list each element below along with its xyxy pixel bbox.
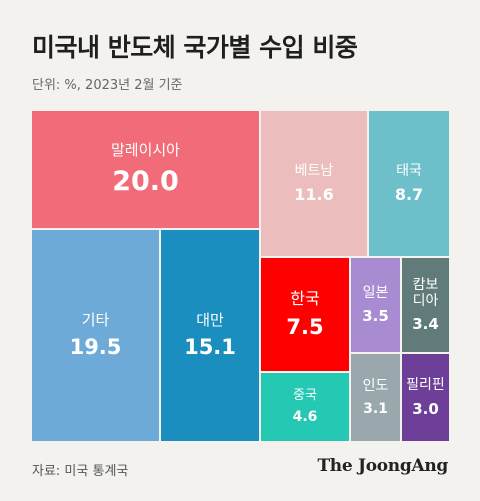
treemap-tile: 캄보 디아 3.4 bbox=[402, 258, 451, 354]
tile-label: 대만 bbox=[196, 310, 224, 329]
treemap-tile: 중국 4.6 bbox=[261, 373, 351, 443]
treemap-tile: 한국 7.5 bbox=[261, 258, 351, 373]
tile-value: 4.6 bbox=[292, 409, 318, 426]
tile-label: 일본 bbox=[362, 284, 389, 301]
tile-label: 중국 bbox=[293, 387, 317, 403]
tile-label: 베트남 bbox=[294, 162, 334, 179]
chart-title: 미국내 반도체 국가별 수입 비중 bbox=[32, 33, 358, 62]
treemap-tile: 인도 3.1 bbox=[351, 354, 402, 443]
tile-value: 3.5 bbox=[362, 307, 389, 326]
treemap-tile: 말레이시아 20.0 bbox=[32, 111, 261, 230]
tile-value: 8.7 bbox=[394, 185, 424, 205]
treemap-tile: 베트남 11.6 bbox=[261, 111, 369, 258]
treemap-tile: 일본 3.5 bbox=[351, 258, 402, 354]
tile-label: 태국 bbox=[396, 162, 422, 179]
tile-value: 7.5 bbox=[286, 314, 324, 339]
brand-logo: The JoongAng bbox=[317, 456, 448, 476]
treemap-chart: 말레이시아 20.0 기타 19.5 대만 15.1 베트남 11.6 태국 8.7 한국 7.5 중국… bbox=[32, 111, 451, 443]
treemap-tile: 필리핀 3.0 bbox=[402, 354, 451, 443]
tile-value: 19.5 bbox=[69, 335, 122, 360]
tile-label: 필리핀 bbox=[406, 377, 445, 394]
tile-value: 3.0 bbox=[412, 399, 439, 418]
chart-subtitle: 단위: %, 2023년 2월 기준 bbox=[32, 78, 183, 93]
tile-label: 캄보 디아 bbox=[412, 276, 439, 309]
tile-label: 한국 bbox=[290, 289, 320, 309]
tile-label: 기타 bbox=[81, 310, 110, 329]
tile-label: 말레이시아 bbox=[110, 141, 180, 160]
tile-label: 인도 bbox=[362, 378, 389, 395]
tile-value: 15.1 bbox=[184, 335, 236, 360]
tile-value: 11.6 bbox=[294, 185, 334, 205]
treemap-tile: 대만 15.1 bbox=[161, 230, 261, 443]
tile-value: 3.1 bbox=[363, 400, 388, 417]
treemap-tile: 태국 8.7 bbox=[369, 111, 451, 258]
tile-value: 3.4 bbox=[412, 315, 439, 334]
source-note: 자료: 미국 통계국 bbox=[32, 464, 129, 479]
treemap-tile: 기타 19.5 bbox=[32, 230, 161, 443]
tile-value: 20.0 bbox=[112, 165, 179, 197]
